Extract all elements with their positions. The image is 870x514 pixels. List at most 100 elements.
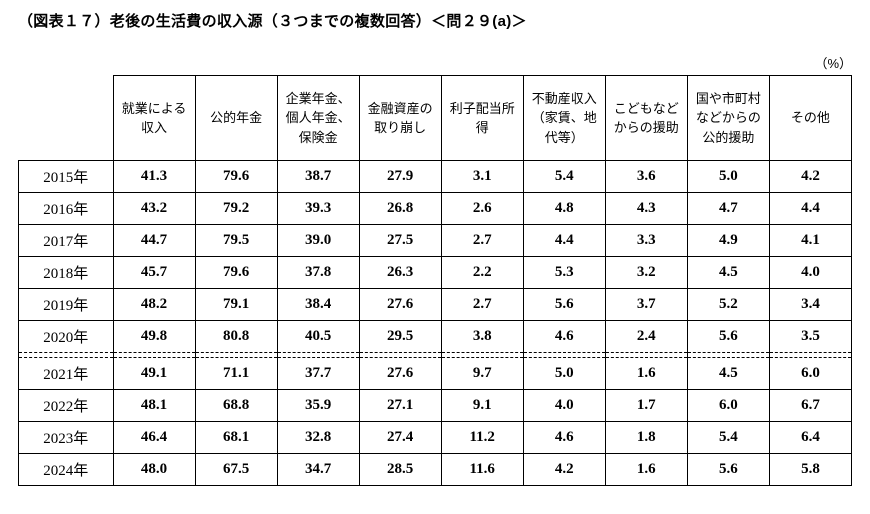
value-cell: 6.0 (768, 357, 853, 390)
value-cell: 37.7 (276, 357, 360, 390)
value-cell: 4.6 (522, 421, 606, 454)
value-cell: 5.6 (686, 453, 770, 486)
value-cell: 5.2 (686, 288, 770, 321)
value-cell: 5.6 (686, 320, 770, 353)
value-cell: 4.3 (604, 192, 688, 225)
value-cell: 48.2 (112, 288, 196, 321)
year-label: 2016年 (18, 192, 114, 225)
value-cell: 3.7 (604, 288, 688, 321)
value-cell: 68.1 (194, 421, 278, 454)
table-row: 2015年 41.3 79.6 38.7 27.9 3.1 5.4 3.6 5.0 4.2 (18, 160, 853, 193)
header-row: 就業による収入 公的年金 企業年金、個人年金、保険金 金融資産の取り崩し 利子配… (19, 75, 853, 161)
value-cell: 3.4 (768, 288, 853, 321)
value-cell: 79.1 (194, 288, 278, 321)
table-row: 2016年 43.2 79.2 39.3 26.8 2.6 4.8 4.3 4.7 4.4 (18, 192, 853, 225)
value-cell: 1.6 (604, 357, 688, 390)
value-cell: 4.5 (686, 256, 770, 289)
value-cell: 4.2 (522, 453, 606, 486)
value-cell: 2.6 (440, 192, 524, 225)
separator-cell (276, 352, 360, 358)
value-cell: 5.4 (522, 160, 606, 193)
value-cell: 11.6 (440, 453, 524, 486)
value-cell: 5.3 (522, 256, 606, 289)
value-cell: 4.4 (522, 224, 606, 257)
year-label: 2017年 (18, 224, 114, 257)
value-cell: 1.7 (604, 389, 688, 422)
column-header-other: その他 (768, 75, 853, 161)
value-cell: 3.1 (440, 160, 524, 193)
value-cell: 44.7 (112, 224, 196, 257)
value-cell: 4.2 (768, 160, 853, 193)
value-cell: 71.1 (194, 357, 278, 390)
column-header-private-pension: 企業年金、個人年金、保険金 (276, 75, 360, 161)
value-cell: 5.4 (686, 421, 770, 454)
table-row: 2021年 49.1 71.1 37.7 27.6 9.7 5.0 1.6 4.5 6.0 (18, 357, 853, 390)
column-header-interest-dividend: 利子配当所得 (440, 75, 524, 161)
value-cell: 27.6 (358, 357, 442, 390)
value-cell: 48.0 (112, 453, 196, 486)
period-separator (18, 352, 853, 358)
value-cell: 39.3 (276, 192, 360, 225)
value-cell: 4.0 (768, 256, 853, 289)
value-cell: 2.4 (604, 320, 688, 353)
value-cell: 3.6 (604, 160, 688, 193)
year-label: 2022年 (18, 389, 114, 422)
value-cell: 4.8 (522, 192, 606, 225)
column-header-financial-assets: 金融資産の取り崩し (358, 75, 442, 161)
value-cell: 11.2 (440, 421, 524, 454)
value-cell: 6.4 (768, 421, 853, 454)
value-cell: 34.7 (276, 453, 360, 486)
value-cell: 4.6 (522, 320, 606, 353)
value-cell: 1.8 (604, 421, 688, 454)
value-cell: 27.6 (358, 288, 442, 321)
table-row: 2020年 49.8 80.8 40.5 29.5 3.8 4.6 2.4 5.6 3.5 (18, 320, 853, 353)
column-header-employment: 就業による収入 (112, 75, 196, 161)
table-header: 就業による収入 公的年金 企業年金、個人年金、保険金 金融資産の取り崩し 利子配… (19, 75, 853, 161)
value-cell: 40.5 (276, 320, 360, 353)
value-cell: 4.1 (768, 224, 853, 257)
year-label: 2023年 (18, 421, 114, 454)
value-cell: 9.7 (440, 357, 524, 390)
value-cell: 26.3 (358, 256, 442, 289)
value-cell: 27.5 (358, 224, 442, 257)
value-cell: 80.8 (194, 320, 278, 353)
value-cell: 39.0 (276, 224, 360, 257)
value-cell: 79.6 (194, 160, 278, 193)
unit-label: （%） (814, 56, 852, 71)
column-header-children-support: こどもなどからの援助 (604, 75, 688, 161)
figure-container: （図表１７）老後の生活費の収入源（３つまでの複数回答）＜問２９(a)＞ （%） … (18, 13, 853, 486)
value-cell: 48.1 (112, 389, 196, 422)
table-row: 2023年 46.4 68.1 32.8 27.4 11.2 4.6 1.8 5.4 6.4 (18, 421, 853, 454)
value-cell: 5.8 (768, 453, 853, 486)
value-cell: 79.2 (194, 192, 278, 225)
value-cell: 29.5 (358, 320, 442, 353)
value-cell: 28.5 (358, 453, 442, 486)
value-cell: 68.8 (194, 389, 278, 422)
value-cell: 49.8 (112, 320, 196, 353)
value-cell: 4.9 (686, 224, 770, 257)
table-row: 2022年 48.1 68.8 35.9 27.1 9.1 4.0 1.7 6.0 6.7 (18, 389, 853, 422)
column-header-real-estate: 不動産収入（家賃、地代等） (522, 75, 606, 161)
column-header-public-assistance: 国や市町村などからの公的援助 (686, 75, 770, 161)
value-cell: 5.0 (522, 357, 606, 390)
value-cell: 27.1 (358, 389, 442, 422)
value-cell: 41.3 (112, 160, 196, 193)
table-row: 2018年 45.7 79.6 37.8 26.3 2.2 5.3 3.2 4.5 4.0 (18, 256, 853, 289)
value-cell: 9.1 (440, 389, 524, 422)
value-cell: 79.6 (194, 256, 278, 289)
value-cell: 46.4 (112, 421, 196, 454)
separator-cell (358, 352, 442, 358)
value-cell: 79.5 (194, 224, 278, 257)
value-cell: 38.7 (276, 160, 360, 193)
year-label: 2021年 (18, 357, 114, 390)
value-cell: 2.2 (440, 256, 524, 289)
year-label: 2020年 (18, 320, 114, 353)
value-cell: 5.6 (522, 288, 606, 321)
value-cell: 6.0 (686, 389, 770, 422)
value-cell: 1.6 (604, 453, 688, 486)
value-cell: 37.8 (276, 256, 360, 289)
value-cell: 3.3 (604, 224, 688, 257)
table-row: 2017年 44.7 79.5 39.0 27.5 2.7 4.4 3.3 4.9 4.1 (18, 224, 853, 257)
value-cell: 26.8 (358, 192, 442, 225)
table-row: 2024年 48.0 67.5 34.7 28.5 11.6 4.2 1.6 5.6 5.8 (18, 453, 853, 486)
